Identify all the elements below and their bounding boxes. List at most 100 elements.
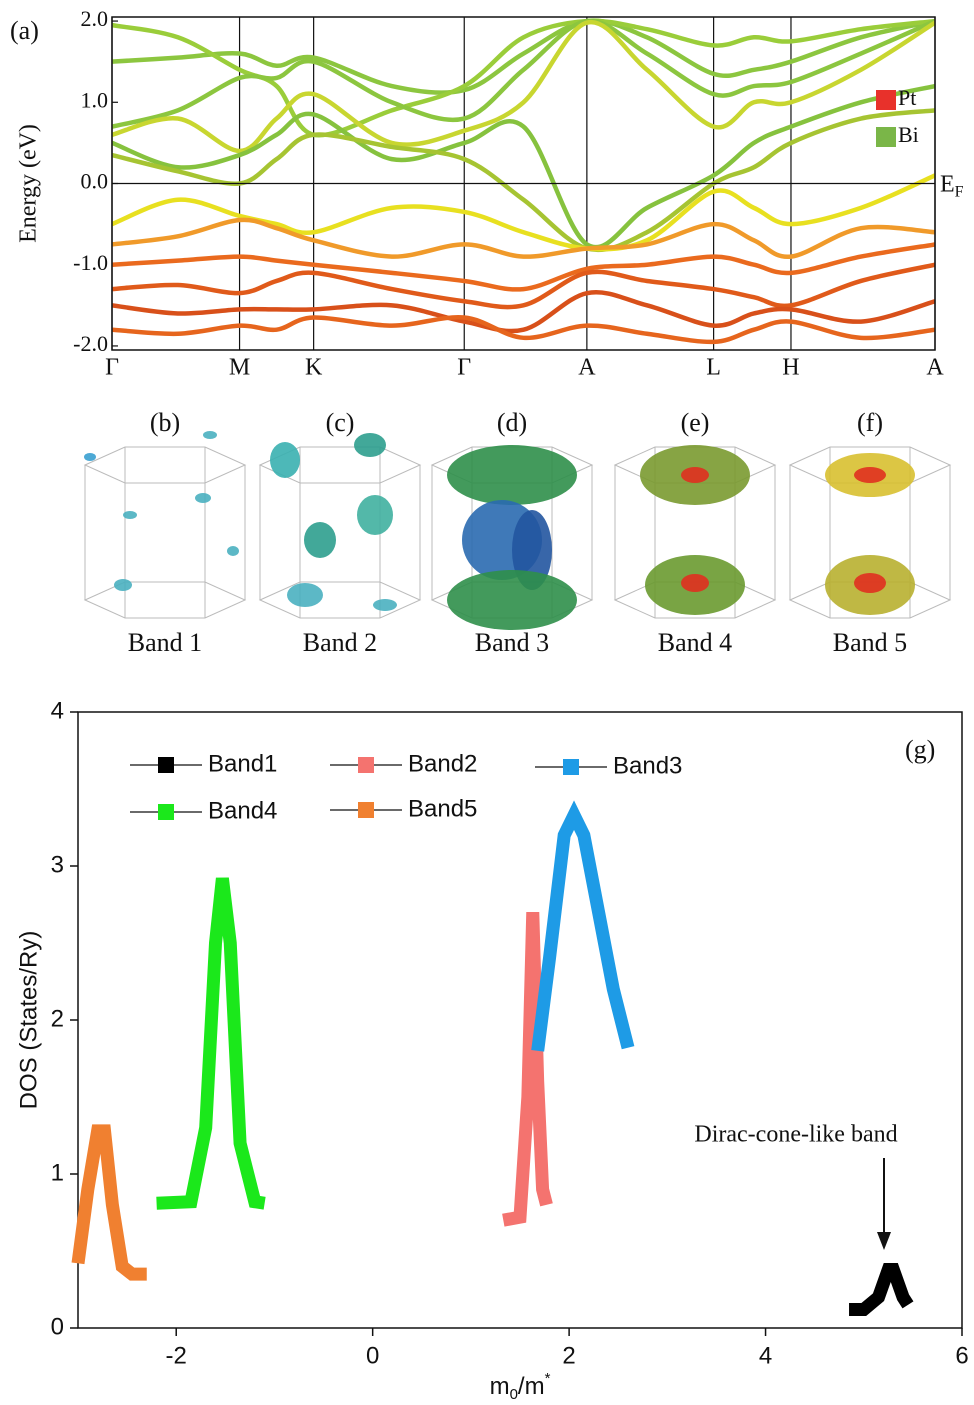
x-label-part: m <box>490 1373 510 1400</box>
legend-label: Bi <box>898 122 919 147</box>
x-tick-label: A <box>578 355 596 381</box>
legend-marker <box>358 802 374 818</box>
fermi-sheet <box>270 442 300 478</box>
x-tick-label: L <box>706 355 721 381</box>
y-axis-label: DOS (States/Ry) <box>15 931 42 1110</box>
x-tick-label: 4 <box>759 1342 772 1369</box>
fermi-label-main: E <box>940 171 955 197</box>
x-label-sub: 0 <box>510 1386 518 1403</box>
y-tick-label: 3 <box>51 851 64 878</box>
x-tick-label: 2 <box>562 1342 575 1369</box>
legend-marker <box>158 757 174 773</box>
legend-label: Band3 <box>613 752 682 779</box>
band-line <box>112 108 935 253</box>
dos-curve <box>502 912 553 1227</box>
y-tick-label: 1 <box>51 1159 64 1186</box>
dos-curve <box>156 877 266 1210</box>
x-tick-label: Γ <box>457 355 471 381</box>
band-caption: Band 3 <box>475 628 549 657</box>
x-label-sup: * <box>545 1370 551 1387</box>
fermi-sheet <box>354 433 386 457</box>
band-line <box>112 173 935 252</box>
fermi-sheet <box>203 431 217 439</box>
legend-label: Band1 <box>208 750 277 777</box>
arrow-head <box>877 1232 891 1250</box>
panel-label: (d) <box>497 408 527 437</box>
x-tick-label: H <box>782 355 799 381</box>
annotation: Dirac-cone-like band <box>694 1122 897 1148</box>
legend-swatch <box>876 90 896 110</box>
legend-label: Band2 <box>408 750 477 777</box>
band-line <box>112 83 935 250</box>
fermi-sheet <box>123 511 137 519</box>
plot-frame <box>111 16 936 351</box>
legend-marker <box>358 757 374 773</box>
band-line <box>112 18 935 129</box>
band-caption: Band 5 <box>833 628 907 657</box>
panel-label: (f) <box>857 408 883 437</box>
zone-top <box>83 446 247 484</box>
x-tick-label: M <box>229 355 250 381</box>
brillouin-zone <box>83 446 247 619</box>
x-tick-label: 0 <box>366 1342 379 1369</box>
legend-label: Band5 <box>408 795 477 822</box>
fermi-sheet <box>84 453 96 461</box>
fermi-sheet <box>195 493 211 503</box>
fermi-sheet <box>304 522 336 558</box>
y-tick-label: 2.0 <box>81 6 109 31</box>
x-tick-label: A <box>926 355 944 381</box>
fermi-sheet <box>357 495 393 535</box>
x-tick-label: 6 <box>955 1342 968 1369</box>
x-tick-label: K <box>305 355 323 381</box>
fermi-sheet <box>114 579 132 591</box>
band-caption: Band 2 <box>303 628 377 657</box>
y-tick-label: 2 <box>51 1005 64 1032</box>
y-tick-label: 4 <box>51 697 64 724</box>
fermi-label: EF <box>940 171 964 200</box>
fermi-sheet <box>287 583 323 607</box>
band-line <box>112 262 935 310</box>
fermi-sheet <box>854 467 886 483</box>
y-axis-label: Energy (eV) <box>16 124 42 243</box>
zone-bottom <box>83 581 247 619</box>
panel-label: (a) <box>10 16 39 45</box>
zone-bottom <box>258 581 422 619</box>
legend-marker <box>563 759 579 775</box>
y-tick-label: 0 <box>51 1313 64 1340</box>
panel-label: (g) <box>905 735 935 764</box>
fermi-sheet <box>447 445 577 505</box>
band-line <box>112 290 935 334</box>
legend-marker <box>158 804 174 820</box>
band-caption: Band 4 <box>658 628 732 657</box>
legend-label: Band4 <box>208 797 277 824</box>
dos-curve <box>71 1124 147 1281</box>
x-label-part: /m <box>518 1373 545 1400</box>
y-tick-label: 1.0 <box>81 87 109 112</box>
panel-label: (c) <box>326 408 355 437</box>
band-line <box>112 18 935 95</box>
band-line <box>112 217 935 259</box>
fermi-sheet <box>512 510 552 590</box>
x-axis-label: m0/m* <box>490 1370 551 1403</box>
plot-frame <box>77 711 963 1329</box>
dos-curve <box>531 800 635 1052</box>
fermi-sheet <box>373 599 397 611</box>
fermi-sheet <box>447 570 577 630</box>
dos-curve <box>849 1262 914 1317</box>
legend-label: Pt <box>898 85 916 110</box>
band-caption: Band 1 <box>128 628 202 657</box>
y-tick-label: 0.0 <box>81 169 109 194</box>
fermi-sheet <box>854 573 886 593</box>
fermi-label-sub: F <box>955 183 964 200</box>
y-tick-label: -2.0 <box>73 331 108 356</box>
y-tick-label: -1.0 <box>73 250 108 275</box>
panel-label: (e) <box>681 408 710 437</box>
band-line <box>112 315 935 345</box>
fermi-sheet <box>681 467 709 483</box>
band-line <box>112 19 935 154</box>
x-tick-label: -2 <box>166 1342 187 1369</box>
panel-label: (b) <box>150 408 180 437</box>
x-tick-label: Γ <box>105 355 119 381</box>
legend-swatch <box>876 127 896 147</box>
